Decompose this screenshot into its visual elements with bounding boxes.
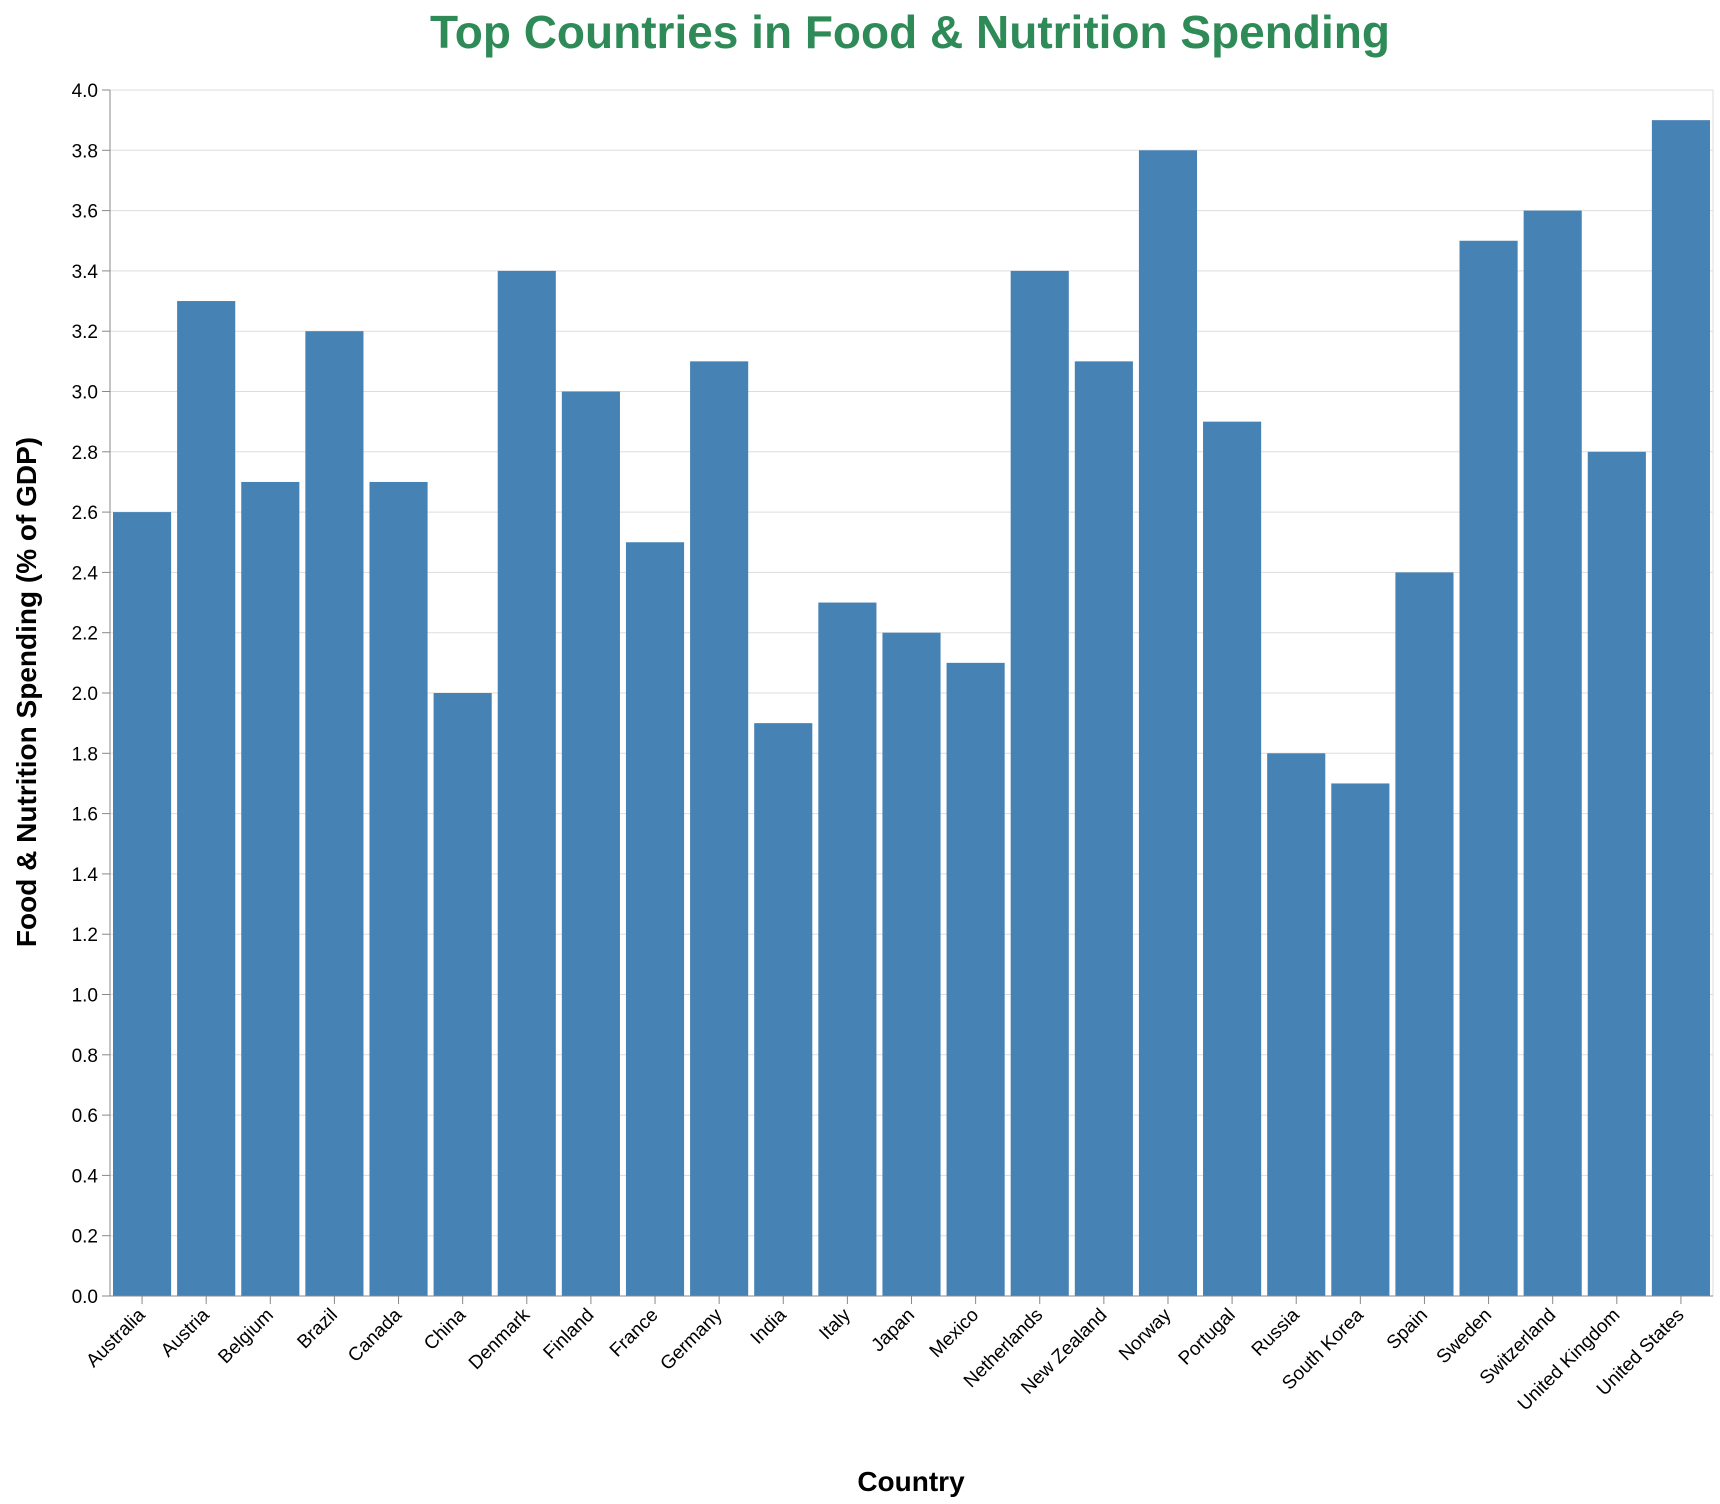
bar-italy bbox=[818, 602, 877, 1296]
y-axis-title: Food & Nutrition Spending (% of GDP) bbox=[11, 437, 42, 947]
y-tick-label: 1.0 bbox=[72, 986, 98, 1007]
y-tick-label: 0.8 bbox=[72, 1046, 98, 1067]
bar-austria bbox=[177, 301, 236, 1296]
bar-portugal bbox=[1203, 421, 1262, 1296]
y-tick-label: 3.0 bbox=[72, 383, 98, 404]
x-tick-label: Belgium bbox=[214, 1305, 277, 1368]
bar-netherlands bbox=[1010, 270, 1069, 1296]
x-tick-label: Denmark bbox=[465, 1304, 535, 1374]
x-tick-label: Norway bbox=[1115, 1304, 1176, 1365]
bars bbox=[113, 120, 1710, 1297]
y-tick-label: 2.6 bbox=[72, 503, 98, 524]
bar-denmark bbox=[497, 270, 556, 1296]
x-tick-label: Portugal bbox=[1175, 1305, 1240, 1370]
y-tick-label: 2.8 bbox=[72, 443, 98, 464]
bar-russia bbox=[1267, 753, 1326, 1296]
x-tick-labels: Australia Austria Belgium Brazil Canada China… bbox=[82, 1304, 1688, 1415]
bar-south-korea bbox=[1331, 783, 1390, 1296]
bar-norway bbox=[1138, 150, 1198, 1296]
y-tick-label: 2.0 bbox=[72, 684, 98, 705]
y-tick-labels: 0.0 0.2 0.4 0.6 0.8 1.0 1.2 1.4 1.6 1.8 2.0 2.2 2.4 2… bbox=[72, 81, 99, 1308]
x-tick-label: Russia bbox=[1248, 1304, 1304, 1360]
y-tick-label: 3.4 bbox=[72, 262, 99, 283]
x-tick-label: Sweden bbox=[1433, 1305, 1496, 1368]
bar-mexico bbox=[946, 662, 1005, 1296]
bar-china bbox=[433, 693, 492, 1296]
bar-canada bbox=[369, 481, 428, 1296]
bar-japan bbox=[882, 632, 941, 1296]
bar-united-states bbox=[1651, 120, 1710, 1296]
y-tick-label: 1.6 bbox=[72, 805, 98, 826]
bar-india bbox=[754, 723, 813, 1296]
bar-finland bbox=[561, 391, 620, 1296]
x-tick-label: France bbox=[606, 1305, 663, 1362]
y-tick-label: 4.0 bbox=[72, 81, 98, 102]
y-tick-label: 0.2 bbox=[72, 1227, 98, 1248]
bar-spain bbox=[1395, 572, 1454, 1296]
bar-new-zealand bbox=[1074, 361, 1133, 1297]
y-tick-label: 1.4 bbox=[72, 865, 99, 886]
bar-switzerland bbox=[1523, 210, 1582, 1297]
x-tick-label: Finland bbox=[540, 1305, 599, 1364]
y-tick-label: 2.4 bbox=[72, 563, 99, 584]
x-tick-label: Canada bbox=[344, 1304, 406, 1366]
bar-germany bbox=[690, 361, 749, 1297]
y-tick-label: 0.4 bbox=[72, 1166, 99, 1187]
bar-united-kingdom bbox=[1587, 451, 1646, 1296]
x-tick-label: Germany bbox=[657, 1304, 727, 1374]
y-tick-label: 3.8 bbox=[72, 141, 98, 162]
x-tick-label: Italy bbox=[815, 1304, 855, 1344]
x-tick-label: Spain bbox=[1383, 1305, 1432, 1354]
chart-title: Top Countries in Food & Nutrition Spendi… bbox=[430, 6, 1390, 58]
bar-australia bbox=[113, 512, 172, 1296]
y-tick-label: 1.8 bbox=[72, 744, 98, 765]
x-tick-label: Mexico bbox=[926, 1305, 983, 1362]
x-tick-label: Austria bbox=[157, 1304, 214, 1361]
x-tick-label: China bbox=[420, 1304, 470, 1354]
bar-sweden bbox=[1459, 240, 1518, 1296]
y-tick-label: 1.2 bbox=[72, 925, 98, 946]
x-tick-label: Australia bbox=[82, 1304, 149, 1371]
y-tick-label: 2.2 bbox=[72, 624, 98, 645]
y-tick-label: 3.6 bbox=[72, 202, 98, 223]
x-tick-label: Brazil bbox=[294, 1305, 342, 1353]
bar-brazil bbox=[305, 331, 364, 1296]
y-tick-label: 0.0 bbox=[72, 1287, 98, 1308]
y-tick-label: 3.2 bbox=[72, 322, 98, 343]
bar-belgium bbox=[241, 481, 300, 1296]
y-tick-label: 0.6 bbox=[72, 1106, 98, 1127]
x-axis-title: Country bbox=[857, 1466, 965, 1497]
x-tick-label: Japan bbox=[868, 1305, 919, 1356]
x-tick-label: India bbox=[747, 1304, 791, 1348]
bar-france bbox=[625, 542, 685, 1296]
axes bbox=[102, 89, 1713, 1304]
